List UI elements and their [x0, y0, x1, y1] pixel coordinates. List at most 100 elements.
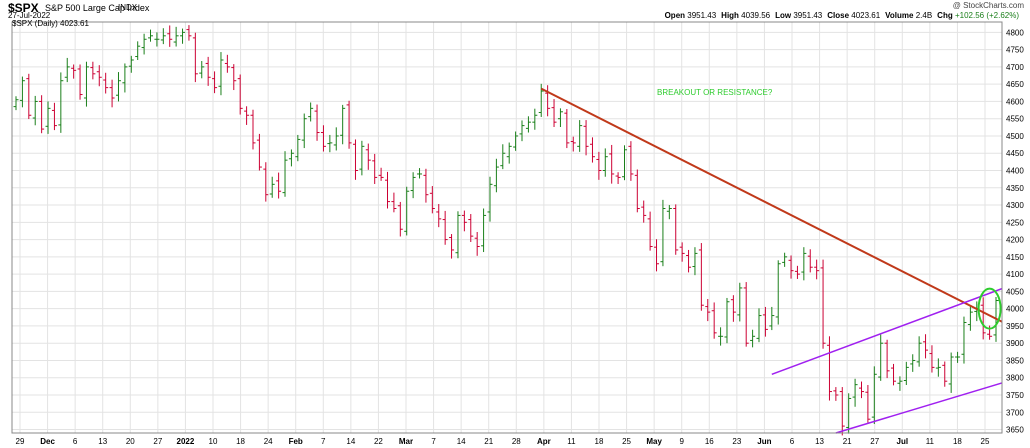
ohlc-value: 4023.61 — [851, 11, 881, 20]
ohlc-label: High — [721, 11, 742, 20]
ohlc-bar — [269, 176, 275, 198]
ohlc-bar — [596, 151, 602, 180]
ohlc-bar — [718, 327, 724, 346]
ohlc-bar — [762, 306, 768, 337]
ohlc-bar — [301, 113, 307, 149]
x-tick-label: Dec — [40, 437, 55, 446]
ohlc-bar — [397, 201, 403, 237]
ohlc-bar — [212, 71, 218, 94]
ohlc-bar — [750, 329, 756, 348]
ohlc-bar — [583, 120, 589, 156]
ohlc-bar — [801, 247, 807, 281]
ohlc-bar — [391, 192, 397, 213]
ohlc-bar — [525, 116, 531, 133]
x-tick-label: 21 — [484, 437, 493, 446]
y-tick-label: 4050 — [1006, 287, 1024, 296]
index-name: S&P 500 Large Cap Index — [45, 3, 150, 13]
x-tick-label: 6 — [73, 437, 78, 446]
x-tick-label: 27 — [153, 437, 162, 446]
ohlc-bar — [186, 25, 192, 41]
ohlc-bar — [237, 74, 243, 115]
ohlc-bar — [730, 295, 736, 322]
channel-lower-line — [835, 382, 1003, 434]
x-tick-label: 18 — [953, 437, 962, 446]
ohlc-bar — [39, 95, 45, 134]
x-tick-label: 24 — [264, 437, 273, 446]
ohlc-bar — [90, 61, 96, 80]
ohlc-bar — [423, 168, 429, 203]
ohlc-bar — [359, 140, 365, 176]
ohlc-bar — [365, 143, 371, 170]
ohlc-bar — [378, 167, 384, 181]
y-tick-label: 4000 — [1006, 305, 1024, 314]
ohlc-bar — [83, 61, 89, 107]
ohlc-bar — [577, 120, 583, 152]
y-tick-label: 4200 — [1006, 236, 1024, 245]
y-tick-label: 3950 — [1006, 322, 1024, 331]
ohlc-bar — [180, 28, 186, 44]
grid — [12, 22, 1002, 433]
y-tick-label: 3650 — [1006, 426, 1024, 435]
ohlc-bar — [282, 151, 288, 197]
x-tick-label: Feb — [289, 437, 303, 446]
ohlc-bar — [154, 32, 160, 47]
ohlc-value: 3951.43 — [687, 11, 717, 20]
ohlc-bar — [807, 249, 813, 273]
ohlc-bar — [967, 305, 973, 331]
x-tick-label: 23 — [732, 437, 741, 446]
highlight-circle — [977, 287, 1002, 330]
ohlc-bar — [173, 26, 179, 47]
y-tick-label: 4500 — [1006, 132, 1024, 141]
ohlc-bar — [532, 108, 538, 130]
ohlc-bar — [634, 169, 640, 213]
ohlc-value: 4039.56 — [741, 11, 771, 20]
y-tick-label: 3750 — [1006, 391, 1024, 400]
resistance-trendline — [540, 87, 1003, 323]
ohlc-bar — [410, 172, 416, 199]
y-tick-label: 4700 — [1006, 63, 1024, 72]
x-tick-label: 25 — [622, 437, 631, 446]
ohlc-bar — [250, 109, 256, 150]
ohlc-bar — [839, 387, 845, 436]
x-tick-label: 6 — [790, 437, 795, 446]
ohlc-bar — [660, 199, 666, 267]
ohlc-bar — [775, 260, 781, 325]
ohlc-bar — [26, 73, 32, 120]
y-tick-label: 4300 — [1006, 201, 1024, 210]
ohlc-bar — [308, 102, 314, 122]
x-tick-label: May — [646, 437, 662, 446]
y-tick-label: 4400 — [1006, 167, 1024, 176]
y-tick-label: 4550 — [1006, 115, 1024, 124]
ohlc-bar — [468, 214, 474, 243]
plot-frame — [11, 21, 1003, 434]
y-tick-label: 4450 — [1006, 149, 1024, 158]
y-tick-label: 4150 — [1006, 253, 1024, 262]
ohlc-label: Chg — [937, 11, 955, 20]
ohlc-bar — [256, 133, 262, 171]
ohlc-value: 2.4B — [915, 11, 933, 20]
x-tick-label: 10 — [209, 437, 218, 446]
ohlc-bar — [737, 282, 743, 322]
ohlc-bar — [320, 125, 326, 152]
x-tick-label: 13 — [98, 437, 107, 446]
ohlc-bar — [346, 100, 352, 149]
ohlc-bar — [417, 168, 423, 179]
x-tick-label: 28 — [512, 437, 521, 446]
ohlc-bar — [564, 109, 570, 149]
ticker-symbol: $SPX — [8, 1, 39, 15]
ohlc-bar — [167, 25, 173, 47]
ohlc-bar — [135, 41, 141, 60]
exchange-label: INDX — [118, 3, 138, 12]
ohlc-label: Volume — [885, 11, 916, 20]
x-tick-label: 14 — [346, 437, 355, 446]
y-tick-label: 4250 — [1006, 218, 1024, 227]
ohlc-bar — [218, 52, 224, 96]
ohlc-bar — [32, 95, 38, 126]
ohlc-bar — [199, 61, 205, 79]
ohlc-bar — [71, 64, 77, 79]
ohlc-bar — [487, 176, 493, 222]
y-tick-label: 4800 — [1006, 28, 1024, 37]
ohlc-bar — [884, 339, 890, 379]
ohlc-bar — [865, 384, 871, 423]
